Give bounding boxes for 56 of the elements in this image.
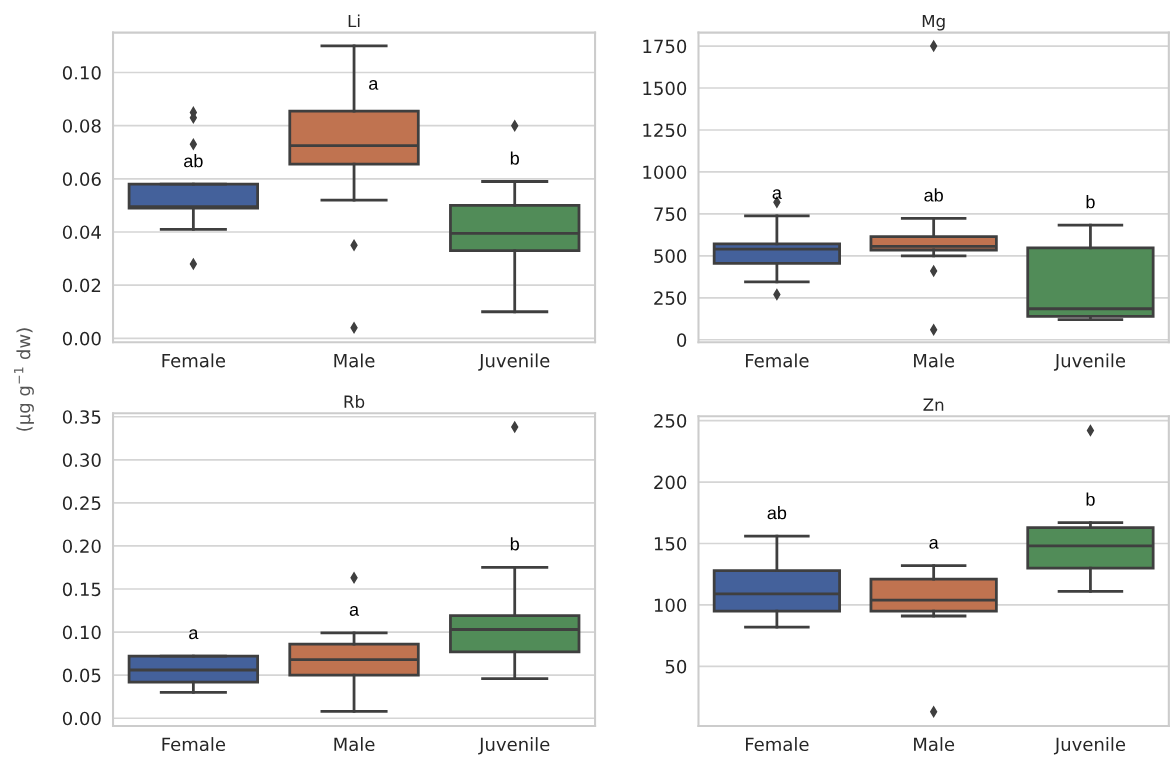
chart-title: Zn [923, 398, 944, 411]
y-tick-label: 100 [654, 598, 687, 613]
annotation: a [189, 629, 199, 640]
y-tick-label: 1500 [643, 81, 687, 96]
y-tick-label: 0.02 [62, 278, 101, 293]
x-tick-label: Juvenile [1053, 353, 1126, 371]
x-tick-label: Female [746, 353, 809, 368]
y-tick-label: 200 [654, 475, 687, 490]
y-axis-title: (μg g$^{−1}$ dw) [14, 328, 34, 431]
y-tick-label: 0.06 [62, 172, 101, 186]
y-tick-label: 0.20 [62, 539, 101, 554]
y-tick-label: 500 [654, 249, 687, 263]
y-tick-label: 0.30 [62, 453, 101, 467]
annotation: a [772, 189, 782, 200]
y-tick-label: 750 [654, 207, 687, 222]
x-tick-label: Juvenile [478, 737, 550, 755]
annotation: b [1086, 195, 1095, 209]
y-tick-label: 1750 [643, 39, 687, 54]
annotation: b [510, 151, 519, 165]
x-tick-label: Male [914, 737, 955, 752]
annotation: a [349, 606, 360, 616]
annotation: a [369, 79, 379, 90]
chart-title: Rb [344, 395, 365, 408]
chart-title: Mg [922, 14, 945, 31]
annotation: b [510, 537, 519, 551]
x-tick-label: Male [914, 353, 955, 368]
x-tick-label: Female [162, 737, 226, 752]
x-tick-label: Female [162, 353, 226, 368]
annotation: ab [924, 188, 943, 202]
y-tick-label: 0.10 [62, 625, 101, 640]
y-tick-label: 0.10 [62, 65, 101, 80]
y-tick-label: 250 [654, 414, 687, 428]
y-tick-label: 1000 [643, 165, 687, 180]
y-tick-label: 1250 [643, 123, 687, 138]
y-tick-label: 150 [654, 536, 687, 551]
y-tick-label: 0.05 [62, 668, 101, 683]
x-tick-label: Juvenile [478, 353, 550, 371]
chart-title: Li [348, 14, 360, 28]
annotation: ab [184, 154, 203, 168]
y-tick-label: 0.35 [62, 410, 101, 424]
annotation: ab [767, 506, 787, 520]
y-tick-label: 0.25 [62, 496, 101, 510]
y-tick-label: 0.04 [62, 225, 101, 240]
y-tick-label: 50 [665, 659, 687, 674]
y-tick-label: 0 [677, 333, 687, 347]
y-tick-label: 250 [654, 291, 687, 305]
y-tick-label: 0.15 [62, 582, 101, 597]
annotation: b [1086, 492, 1095, 506]
y-tick-label: 0.00 [62, 711, 101, 726]
x-tick-label: Male [334, 737, 375, 752]
annotation: a [929, 538, 939, 549]
x-tick-label: Juvenile [1053, 737, 1126, 755]
x-tick-label: Female [746, 737, 809, 752]
y-tick-label: 0.00 [62, 331, 101, 346]
x-tick-label: Male [334, 353, 375, 368]
y-tick-label: 0.08 [62, 119, 101, 133]
